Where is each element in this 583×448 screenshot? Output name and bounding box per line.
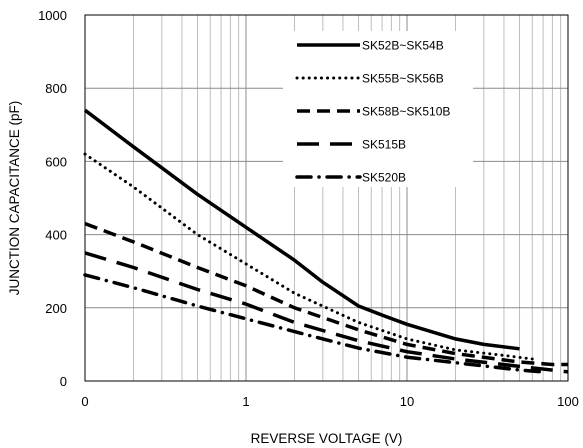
y-tick-label: 0	[60, 374, 67, 389]
legend-label: SK58B~SK510B	[362, 105, 450, 119]
x-tick-label: 10	[400, 394, 414, 409]
x-tick-label: 0	[81, 394, 88, 409]
x-tick-label: 100	[557, 394, 579, 409]
y-tick-label: 600	[45, 154, 67, 169]
x-axis-title: REVERSE VOLTAGE (V)	[251, 431, 403, 446]
legend-label: SK515B	[362, 138, 406, 152]
series-line-sk52b-sk54b	[83, 108, 520, 351]
y-tick-label: 1000	[38, 8, 67, 23]
series-line-sk55b-sk56b	[83, 152, 534, 361]
series-line-sk515b	[84, 251, 569, 374]
series-layer	[83, 108, 569, 374]
y-tick-label: 400	[45, 228, 67, 243]
series-line-sk58b-sk510b	[84, 221, 568, 367]
x-tick-label: 1	[242, 394, 249, 409]
legend-label: SK55B~SK56B	[362, 72, 444, 86]
legend: SK52B~SK54B SK55B~SK56B SK58B~SK510B SK515B…	[283, 31, 473, 187]
plot-frame	[84, 14, 569, 382]
legend-background	[283, 31, 473, 187]
legend-label: SK52B~SK54B	[362, 39, 444, 53]
y-tick-label: 200	[45, 301, 67, 316]
y-tick-label: 800	[45, 81, 67, 96]
series-line-sk520b	[83, 273, 545, 374]
legend-label: SK520B	[362, 171, 406, 185]
y-axis-title: JUNCTION CAPACITANCE (pF)	[7, 101, 22, 296]
